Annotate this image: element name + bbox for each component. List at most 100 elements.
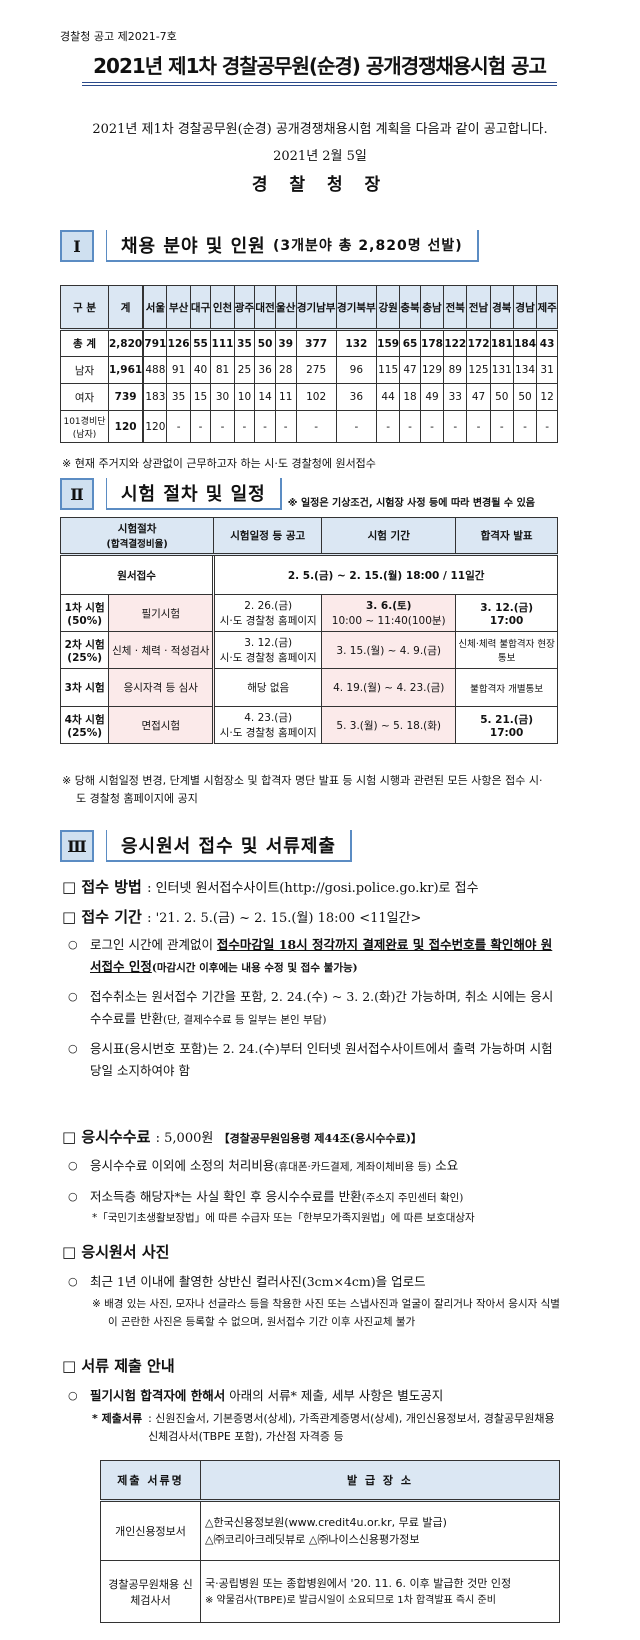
period-time: 10:00 ~ 11:40(100분) — [331, 615, 446, 627]
table-cell: 49 — [419, 383, 445, 411]
table-cell: 2,820 — [108, 329, 145, 357]
column-header: 울산 — [274, 285, 297, 331]
column-header: 서울 — [142, 285, 168, 331]
column-header: 대구 — [189, 285, 212, 331]
period-bullet-2: 접수취소는 원서접수 기간을 포함, 2. 24.(수) ~ 3. 2.(화)간… — [68, 986, 558, 1031]
column-header: 인천 — [210, 285, 235, 331]
text: (주소지 주민센터 확인) — [361, 1192, 464, 1204]
row-label: 101경비단(남자) — [60, 410, 109, 443]
section-number: Ⅰ — [60, 230, 94, 262]
table-cell: 131 — [489, 356, 514, 384]
docs-list-label: * 제출서류 — [92, 1412, 143, 1425]
column-header: 전북 — [443, 285, 468, 331]
photo-note: ※ 배경 있는 사진, 모자나 선글라스 등을 착용한 사진 또는 스냅사진과 … — [92, 1298, 560, 1328]
table-cell: 39 — [274, 329, 297, 357]
fee-footnote: *「국민기초생활보장법」에 따른 수급자 또는「한부모가족지원법」에 따른 보호… — [92, 1212, 475, 1224]
table-cell: 102 — [295, 383, 337, 411]
fee-bullet-1: 응시수수료 이외에 소정의 처리비용(휴대폰·카드결제, 계좌이체비용 등) 소… — [68, 1155, 558, 1178]
column-header: 경기남부 — [295, 285, 337, 331]
table-cell: 172 — [466, 329, 491, 357]
table-cell: - — [295, 410, 337, 443]
period-date: 5. 3.(월) ~ 5. 18.(화) — [336, 719, 442, 732]
section-2-heading: Ⅱ 시험 절차 및 일정 ※ 일정은 기상조건, 시험장 사정 등에 따라 변경… — [60, 478, 535, 510]
emphasis-text: 접수마감일 18시 정각까지 결제완료 및 접수번호를 확인해야 원서접수 인정 — [90, 937, 553, 974]
header-result: 합격자 발표 — [455, 517, 558, 556]
table-cell: 65 — [399, 329, 421, 357]
table-cell: 377 — [295, 329, 337, 357]
column-header: 부산 — [166, 285, 191, 331]
place-line: △한국신용정보원(www.credit4u.or.kr, 무료 발급) — [205, 1516, 447, 1529]
table-cell: 44 — [375, 383, 401, 411]
table-cell: - — [189, 410, 212, 443]
period-date: 3. 15.(월) ~ 4. 9.(금) — [336, 644, 442, 657]
stage-name: 3차 시험 — [64, 682, 105, 694]
docs-list-text: : 신원진술서, 기본증명서(상세), 가족관계증명서(상세), 개인신용정보서… — [148, 1412, 555, 1443]
period-date: 3. 6.(토) — [365, 600, 412, 612]
table-cell: 14 — [254, 383, 276, 411]
period-cell: 5. 3.(월) ~ 5. 18.(화) — [321, 706, 457, 744]
result-time: 17:00 — [489, 614, 524, 627]
schedule-change-note: ※ 일정은 기상조건, 시험장 사정 등에 따라 변경될 수 있음 — [287, 497, 535, 509]
text: 응시수수료 이외에 소정의 처리비용 — [90, 1158, 275, 1173]
table-cell: - — [489, 410, 514, 443]
table-cell: 35 — [233, 329, 256, 357]
stage-name: 4차 시험 — [64, 713, 105, 726]
table-cell: - — [335, 410, 377, 443]
table-cell: - — [254, 410, 276, 443]
result-cell: 신체·체력 불합격자 현장통보 — [455, 631, 558, 669]
table-cell: 55 — [189, 329, 212, 357]
table-cell: 126 — [166, 329, 191, 357]
column-header: 전남 — [466, 285, 491, 331]
section-title: 시험 절차 및 일정 — [106, 478, 282, 510]
photo-bullet: 최근 1년 이내에 촬영한 상반신 컬러사진(3cm×4cm)을 업로드 — [68, 1271, 558, 1293]
table-cell: 50 — [512, 383, 538, 411]
result-date: 3. 12.(금) — [480, 601, 534, 614]
result-cell: 불합격자 개별통보 — [455, 668, 558, 707]
section-2-note: ※ 당해 시험일정 변경, 단계별 시험장소 및 합격자 명단 발표 등 시험 … — [62, 774, 543, 805]
header-notice: 시험일정 등 공고 — [213, 517, 323, 556]
doc-place: △한국신용정보원(www.credit4u.or.kr, 무료 발급) △㈜코리아… — [200, 1500, 560, 1561]
header-doc-name: 제출 서류명 — [100, 1460, 201, 1502]
exam-type: 면접시험 — [108, 706, 216, 744]
table-cell: - — [399, 410, 421, 443]
table-cell: 28 — [274, 356, 297, 384]
documents-table: 제출 서류명 발 급 장 소 개인신용정보서 △한국신용정보원(www.credit… — [100, 1460, 560, 1623]
table-cell: 184 — [512, 329, 538, 357]
table-cell: 91 — [166, 356, 191, 384]
docs-heading: □ 서류 제출 안내 — [62, 1357, 175, 1375]
schedule-row: 2차 시험 (25%) 신체 · 체력 · 적성검사 3. 12.(금) 시·도 경찰청… — [59, 631, 558, 669]
text: 접수취소는 원서접수 기간을 포함, 2. 24.(수) ~ 3. 2.(화)간… — [90, 989, 554, 1026]
text: 로그인 시간에 관계없이 — [90, 937, 217, 952]
table-cell: 18 — [399, 383, 421, 411]
table-cell: 25 — [233, 356, 256, 384]
period-heading: □ 접수 기간 : '21. 2. 5.(금) ~ 2. 15.(월) 18:0… — [62, 906, 421, 927]
section-3-heading: Ⅲ 응시원서 접수 및 서류제출 — [60, 830, 352, 862]
table-cell: 35 — [166, 383, 191, 411]
table-cell: 134 — [512, 356, 538, 384]
row-label: 총 계 — [60, 329, 109, 357]
table-row: 여자 739 183 35 15 30 10 14 11 102 36 44 18 49 33 47 50 50 1… — [60, 383, 558, 411]
table-cell: 488 — [142, 356, 168, 384]
section-number: Ⅲ — [60, 830, 94, 862]
exam-type: 신체 · 체력 · 적성검사 — [108, 631, 216, 669]
notice-date: 4. 23.(금) — [244, 712, 293, 724]
table-cell: 47 — [466, 383, 491, 411]
header-procedure: 시험절차 (합격결정비율) — [59, 517, 215, 556]
intro-text: 2021년 제1차 경찰공무원(순경) 공개경쟁채용시험 계획을 다음과 같이 … — [92, 122, 548, 137]
table-cell: 159 — [375, 329, 401, 357]
section-title: 채용 분야 및 인원 (3개분야 총 2,820명 선발) — [106, 230, 479, 262]
text: (마감시간 이후에는 내용 수정 및 접수 불가능) — [151, 962, 358, 974]
fee-bullet-2: 저소득층 해당자*는 사실 확인 후 응시수수료를 반환(주소지 주민센터 확인… — [68, 1186, 558, 1209]
table-cell: 132 — [335, 329, 377, 357]
period-text: : '21. 2. 5.(금) ~ 2. 15.(월) 18:00 <11일간> — [147, 911, 422, 926]
table-cell: 1,961 — [108, 356, 145, 384]
table-cell: 129 — [419, 356, 445, 384]
recruitment-table: 구 분 계 서울 부산 대구 인천 광주 대전 울산 경기남부 경기북부 강원 충북 충남 전북 전남 경북 경남… — [60, 285, 558, 443]
table-cell: 30 — [210, 383, 235, 411]
table-cell: 122 — [443, 329, 468, 357]
table-cell: - — [466, 410, 491, 443]
table-cell: - — [233, 410, 256, 443]
table-cell: 81 — [210, 356, 235, 384]
table-cell: 120 — [142, 410, 168, 443]
exam-type: 필기시험 — [108, 594, 216, 632]
